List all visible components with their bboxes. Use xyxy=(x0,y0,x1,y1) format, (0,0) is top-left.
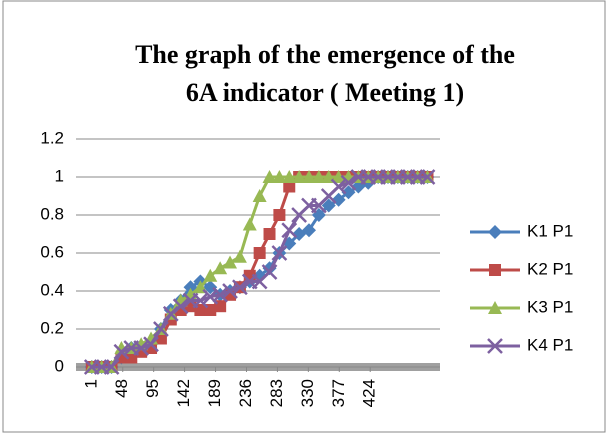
x-tick-label: 189 xyxy=(205,379,224,407)
x-tick-label: 283 xyxy=(267,379,286,407)
chart-title: The graph of the emergence of the xyxy=(135,40,515,69)
x-tick-label: 377 xyxy=(329,379,348,407)
marker xyxy=(271,245,288,261)
marker xyxy=(281,222,298,239)
x-tick-label: 236 xyxy=(236,379,255,407)
marker xyxy=(203,280,218,295)
y-tick-label: 1.2 xyxy=(40,128,64,147)
marker xyxy=(330,178,347,195)
x-tick-label: 330 xyxy=(298,379,317,407)
marker xyxy=(489,264,501,276)
y-tick-label: 1 xyxy=(55,166,64,185)
marker xyxy=(340,174,357,191)
marker xyxy=(263,228,276,240)
marker xyxy=(283,180,296,193)
legend-label: K3 P1 xyxy=(527,297,573,316)
y-tick-label: 0.6 xyxy=(40,242,64,261)
legend-label: K2 P1 xyxy=(527,259,573,278)
x-tick-label: 1 xyxy=(81,379,100,388)
marker xyxy=(321,198,336,213)
marker xyxy=(302,223,317,238)
marker xyxy=(252,189,267,202)
marker xyxy=(143,336,159,353)
marker xyxy=(488,301,502,314)
legend-label: K1 P1 xyxy=(527,221,573,240)
marker xyxy=(172,298,189,315)
marker xyxy=(419,169,436,185)
marker xyxy=(222,283,238,299)
marker xyxy=(213,261,228,275)
x-tick-label: 95 xyxy=(143,379,162,398)
marker xyxy=(192,292,209,309)
chart-title: 6A indicator ( Meeting 1) xyxy=(186,78,464,107)
x-tick-label: 48 xyxy=(112,379,131,398)
marker xyxy=(203,268,218,282)
marker xyxy=(261,264,278,280)
y-tick-label: 0.2 xyxy=(40,318,64,337)
marker xyxy=(153,321,169,337)
marker xyxy=(302,170,317,183)
marker xyxy=(331,170,346,183)
marker xyxy=(253,247,266,259)
marker xyxy=(341,185,356,200)
marker xyxy=(232,249,247,263)
marker xyxy=(292,170,307,183)
x-tick-label: 142 xyxy=(174,379,193,407)
marker xyxy=(103,359,120,375)
marker xyxy=(232,279,248,296)
marker xyxy=(272,170,287,183)
marker xyxy=(113,343,130,360)
legend-label: K4 P1 xyxy=(527,335,573,354)
marker xyxy=(133,340,150,356)
marker xyxy=(223,255,238,269)
marker xyxy=(273,209,286,221)
marker xyxy=(262,170,277,183)
x-tick-label: 424 xyxy=(360,379,379,407)
y-tick-label: 0.8 xyxy=(40,204,64,223)
marker xyxy=(282,170,297,183)
marker xyxy=(242,217,257,231)
marker xyxy=(487,338,503,354)
marker xyxy=(162,305,179,322)
marker xyxy=(488,225,502,239)
y-tick-label: 0.4 xyxy=(40,280,64,299)
marker xyxy=(311,170,326,183)
marker xyxy=(212,286,229,303)
y-tick-label: 0 xyxy=(55,356,64,375)
